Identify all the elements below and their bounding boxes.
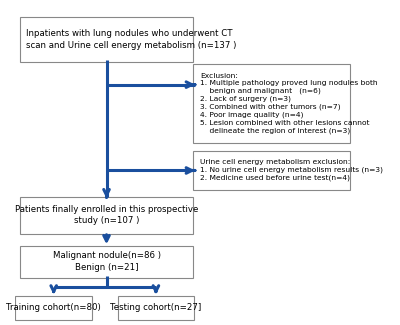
- FancyBboxPatch shape: [194, 64, 350, 143]
- FancyBboxPatch shape: [194, 150, 350, 190]
- FancyBboxPatch shape: [20, 17, 194, 62]
- Text: Training cohort(n=80): Training cohort(n=80): [6, 303, 101, 312]
- FancyBboxPatch shape: [118, 296, 194, 320]
- FancyBboxPatch shape: [20, 197, 194, 234]
- Text: Testing cohort(n=27]: Testing cohort(n=27]: [110, 303, 202, 312]
- Text: Malignant nodule(n=86 )
Benign (n=21]: Malignant nodule(n=86 ) Benign (n=21]: [52, 252, 160, 272]
- Text: Inpatients with lung nodules who underwent CT
scan and Urine cell energy metabol: Inpatients with lung nodules who underwe…: [26, 30, 237, 50]
- Text: Urine cell energy metabolism exclusion:
1. No urine cell energy metabolism resul: Urine cell energy metabolism exclusion: …: [200, 160, 383, 181]
- Text: Patients finally enrolled in this prospective
study (n=107 ): Patients finally enrolled in this prospe…: [15, 205, 198, 225]
- FancyBboxPatch shape: [20, 246, 194, 278]
- Text: Exclusion:
1. Multiple pathology proved lung nodules both
    benign and maligna: Exclusion: 1. Multiple pathology proved …: [200, 73, 378, 134]
- FancyBboxPatch shape: [15, 296, 92, 320]
